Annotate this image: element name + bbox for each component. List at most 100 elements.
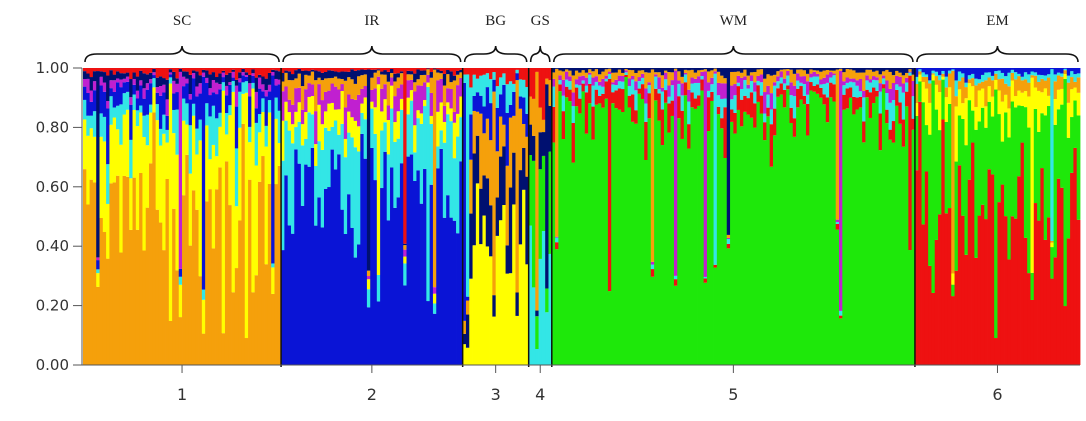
bar-segment [862,72,866,91]
bar-segment [109,68,114,71]
bar-segment [215,94,219,119]
bar-segment [720,75,724,84]
bar-segment [327,78,331,91]
bar-segment [409,154,414,365]
bar-segment [205,77,209,83]
bar-segment [1060,73,1064,77]
bar-segment [512,91,516,116]
bar-segment [99,76,104,86]
bar-segment [934,109,939,240]
bar-segment [640,84,645,99]
bar-segment [390,167,394,365]
bar-segment [931,73,936,75]
bar-segment [416,85,421,111]
bar-segment [492,79,497,92]
bar-segment [508,273,513,365]
bar-segment [423,74,427,83]
bar-segment [977,79,982,84]
bar-segment [248,96,252,127]
bar-segment [792,85,797,97]
bar-segment [162,133,166,251]
bar-segment [274,184,279,365]
bar-segment [644,68,648,73]
bar-segment [182,68,186,72]
bar-segment [436,146,440,169]
bar-segment [307,75,312,84]
bar-segment [726,234,731,238]
bar-segment [234,268,239,365]
bar-segment [343,157,348,234]
bar-segment [436,80,440,112]
bar-segment [654,100,658,365]
bar-segment [756,68,761,70]
bar-segment [673,68,678,71]
bar-segment [393,122,398,142]
bar-segment [772,74,777,83]
bar-segment [244,81,249,93]
bar-segment [116,78,120,83]
bar-segment [343,138,348,158]
bar-segment [657,72,662,78]
bar-segment [132,78,137,85]
bar-segment [152,68,157,73]
bar-segment [710,100,714,366]
bar-segment [102,91,107,117]
bar-segment [588,72,592,75]
bar-segment [1033,108,1038,204]
bar-segment [736,82,741,87]
bar-segment [974,106,979,130]
bar-segment [581,83,586,92]
bar-segment [891,121,896,143]
bar-segment [508,117,513,188]
bar-segment [172,71,176,81]
bar-segment [928,265,932,365]
bar-segment [399,163,404,365]
bar-segment [198,276,203,365]
bar-segment [122,73,127,79]
bar-segment [195,68,199,72]
bar-segment [967,79,972,84]
bar-segment [954,96,959,107]
bar-segment [175,68,180,79]
bar-segment [769,93,774,110]
bar-segment [611,103,615,365]
bar-segment [1053,98,1058,125]
bar-segment [703,276,708,279]
bar-segment [287,130,292,226]
bar-segment [954,270,959,365]
bar-segment [224,68,229,75]
bar-segment [928,68,932,81]
bar-segment [347,94,351,112]
bar-segment [284,120,289,176]
bar-segment [604,69,609,76]
bar-segment [805,68,810,74]
bar-segment [934,239,939,365]
bar-segment [198,75,203,84]
bar-segment [241,68,246,69]
bar-segment [231,71,236,78]
bar-segment [89,90,94,102]
bar-segment [733,71,738,85]
bar-segment [347,194,351,365]
bar-segment [429,77,434,93]
bar-segment [149,163,153,365]
bar-segment [697,105,701,365]
bar-segment [512,83,516,92]
bar-segment [300,145,305,206]
bar-segment [264,264,269,365]
bar-segment [132,94,137,110]
bar-segment [479,75,483,96]
bar-segment [862,68,866,73]
bar-segment [139,70,143,81]
bar-segment [862,121,866,143]
bar-segment [574,87,579,107]
bar-segment [535,310,539,317]
bar-segment [739,72,744,78]
bar-segment [971,78,975,87]
bar-segment [432,68,437,69]
bar-segment [172,109,176,134]
bar-segment [640,77,645,85]
bar-segment [340,79,345,85]
bar-segment [135,90,140,99]
bar-segment [687,70,691,90]
